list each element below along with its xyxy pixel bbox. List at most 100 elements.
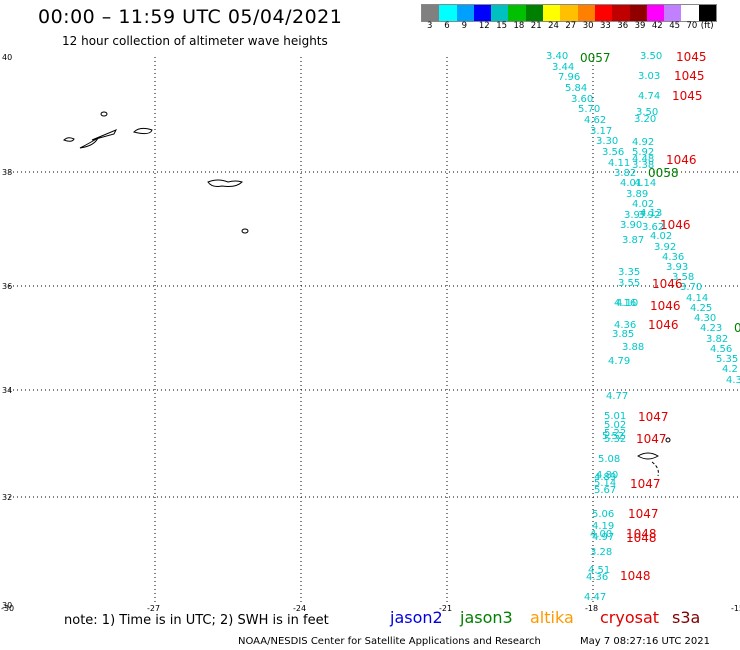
swh-value: 3.85: [612, 329, 634, 340]
time-label: 0057: [580, 51, 611, 65]
swh-value: 4.14: [634, 178, 656, 189]
swh-value: 3.44: [552, 62, 574, 73]
swh-value: 5.67: [594, 485, 616, 496]
time-labels: 0057 0058 0 1045 1045 1045 1046 1046 1046 1046 104…: [580, 50, 740, 583]
scale-label: 6: [444, 21, 450, 31]
scale-swatch: [439, 5, 457, 21]
lat-label: 32: [2, 493, 12, 502]
time-label: 1048: [620, 569, 651, 583]
scale-swatch: [543, 5, 561, 21]
scale-swatch: [422, 5, 440, 21]
swh-value: 3.60: [571, 94, 593, 105]
scale-label: (ft): [700, 21, 714, 31]
swh-value: 3.17: [590, 126, 612, 137]
swh-value: 4.11: [608, 158, 630, 169]
scale-swatch: [681, 5, 699, 21]
swh-value: 4.02: [632, 199, 654, 210]
swh-value: 4.51: [588, 565, 610, 576]
scale-swatch: [577, 5, 595, 21]
swh-value: 3.87: [622, 235, 644, 246]
island-porto-santo: [665, 437, 671, 443]
legend-altika: altika: [530, 608, 574, 627]
credit-text: NOAA/NESDIS Center for Satellite Applica…: [238, 636, 541, 647]
swh-value: 4.48: [632, 154, 654, 165]
swh-value: 4.00: [590, 529, 612, 540]
time-label: 1048: [626, 531, 657, 545]
swh-value: 3.20: [634, 114, 656, 125]
swh-value: 5.84: [565, 83, 587, 94]
swh-value: 4.36: [614, 320, 636, 331]
swh-value: 4.2: [722, 364, 738, 375]
lon-label: -15: [731, 604, 740, 613]
swh-value: 4.10: [616, 298, 638, 309]
swh-value: 5.22: [604, 428, 626, 439]
scale-label: 3: [427, 21, 433, 31]
scale-swatch: [560, 5, 578, 21]
swh-value: 4.14: [686, 293, 708, 304]
lon-label: -27: [147, 604, 160, 613]
scale-label: 30: [582, 21, 594, 31]
swh-value: 4.80: [596, 470, 618, 481]
swh-value: 3.88: [622, 342, 644, 353]
swh-value: 3.82: [706, 334, 728, 345]
swh-value: 5.52: [602, 431, 624, 442]
swh-value: 3.40: [546, 51, 568, 62]
swh-value: 5.08: [598, 454, 620, 465]
scale-swatch: [508, 5, 526, 21]
map-title: 00:00 – 11:59 UTC 05/04/2021: [38, 6, 343, 28]
generated-time: May 7 08:27:16 UTC 2021: [580, 636, 710, 647]
scale-swatch: [646, 5, 665, 21]
swh-value: 4.47: [584, 592, 606, 603]
island-madeira: [637, 452, 659, 460]
swh-value: 4.13: [640, 208, 662, 219]
swh-value: 4.89: [594, 472, 616, 483]
color-scale-bar: [421, 4, 718, 22]
grid-lines: [9, 57, 739, 605]
swh-value: 5.06: [592, 509, 614, 520]
time-label: 1047: [630, 477, 661, 491]
time-label: 0058: [648, 166, 679, 180]
swh-value: 5.32: [604, 434, 626, 445]
time-label: 1045: [672, 89, 703, 103]
note-text: note: 1) Time is in UTC; 2) SWH is in fe…: [64, 613, 329, 628]
swh-value: 3.50: [640, 51, 662, 62]
swh-value: 3.28: [590, 547, 612, 558]
swh-value: 4.62: [584, 115, 606, 126]
time-label: 1046: [650, 299, 681, 313]
scale-label: 9: [461, 21, 468, 31]
swh-value: 3.38: [632, 160, 654, 171]
lon-label: -18: [585, 604, 598, 613]
time-label: 1046: [648, 318, 679, 332]
swh-value: 3.82: [614, 168, 636, 179]
lat-label: 36: [2, 282, 12, 291]
time-label: 1047: [628, 507, 659, 521]
swh-value: 4.16: [614, 298, 636, 309]
time-label: 1045: [676, 50, 707, 64]
island-santa-maria: [241, 228, 249, 234]
map-subtitle: 12 hour collection of altimeter wave hei…: [62, 34, 328, 48]
swh-value: 4.97: [592, 532, 614, 543]
scale-swatch: [456, 5, 474, 21]
lat-label: 38: [2, 168, 12, 177]
scale-swatch: [698, 5, 717, 21]
scale-swatch: [525, 5, 544, 21]
time-label: 0: [734, 321, 740, 335]
swh-value: 3.93: [666, 262, 688, 273]
swh-value: 5.92: [632, 147, 654, 158]
swh-value: 4.19: [592, 521, 614, 532]
track-labels: 3.403.447.965.843.605.704.623.173.303.56…: [546, 51, 740, 603]
scale-label: 21: [530, 21, 542, 31]
axis-labels: 40 38 36 34 32 30-30 -27 -24 -21 -18 -15: [1, 53, 740, 613]
swh-value: 4.92: [632, 137, 654, 148]
swh-value: 5.70: [578, 104, 600, 115]
swh-value: 3.30: [596, 136, 618, 147]
swh-value: 7.96: [558, 72, 580, 83]
island-sao-jorge: [91, 129, 118, 141]
swh-value: 5.02: [604, 420, 626, 431]
scale-swatch: [473, 5, 492, 21]
swh-value: 4.3: [726, 375, 740, 386]
legend-cryosat: cryosat: [600, 608, 660, 627]
scale-label: 33: [600, 21, 611, 31]
coastlines: [63, 111, 671, 477]
time-label: 1046: [652, 277, 683, 291]
